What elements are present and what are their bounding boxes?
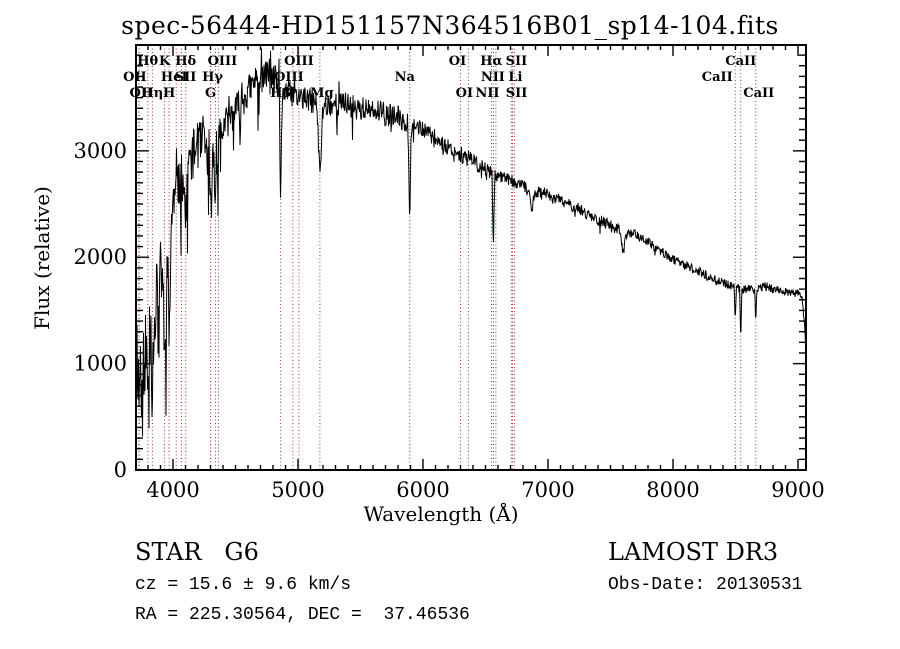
spectral-line-label: CaII [702, 70, 733, 85]
spectral-line-label: NII [475, 86, 499, 101]
plot-title: spec-56444-HD151157N364516B01_sp14-104.f… [121, 11, 779, 40]
spectral-line-label: SII [506, 86, 528, 101]
y-axis-title: Flux (relative) [30, 186, 54, 330]
x-tick-label: 6000 [396, 478, 449, 502]
spectral-line-label: OIII [274, 70, 304, 85]
ra-dec-text: RA = 225.30564, DEC = 37.46536 [135, 605, 470, 625]
y-tick-labels: 0 1000 2000 3000 [74, 139, 127, 482]
y-tick-label: 3000 [74, 139, 127, 163]
y-tick-label: 0 [114, 458, 127, 482]
spectral-line-label: SII [175, 70, 197, 85]
spectral-line-label: HeI [161, 70, 188, 85]
spectral-line-label: CaII [743, 86, 774, 101]
x-tick-label: 5000 [271, 478, 324, 502]
x-tick-label: 9000 [771, 478, 824, 502]
spectrum-trace [135, 48, 807, 437]
spectral-line-label: OIII [208, 54, 238, 69]
spectral-line-label: H [163, 86, 175, 101]
y-tick-label: 1000 [74, 352, 127, 376]
spectral-line-label: G [205, 86, 216, 101]
spectral-line-label: OI [449, 54, 466, 69]
spectral-line-label: K [159, 54, 171, 69]
spectral-line-label: Hθ [137, 54, 158, 69]
survey-release-text: LAMOST DR3 [608, 538, 779, 566]
axis-ticks [136, 45, 806, 471]
spectral-line-label: OI [456, 86, 473, 101]
spectral-line-label: Hδ [175, 54, 196, 69]
x-axis-title: Wavelength (Å) [363, 502, 519, 526]
obs-date-text: Obs-Date: 20130531 [608, 575, 803, 595]
x-tick-labels: 4000 5000 6000 7000 8000 9000 [146, 478, 824, 502]
spectral-line-label: Hα [480, 54, 502, 69]
x-tick-label: 8000 [646, 478, 699, 502]
spectral-line-label: Li [508, 70, 522, 85]
spectral-line-label: OII [123, 70, 147, 85]
spectral-line-markers [138, 45, 757, 470]
spectral-line-label: Hη [142, 86, 164, 101]
star-class-text: STAR G6 [135, 538, 259, 566]
x-tick-label: 4000 [146, 478, 199, 502]
spectral-line-label: NII [481, 70, 505, 85]
cz-velocity-text: cz = 15.6 ± 9.6 km/s [135, 575, 352, 595]
spectral-line-label: CaII [725, 54, 756, 69]
x-tick-label: 7000 [521, 478, 574, 502]
y-tick-label: 2000 [74, 245, 127, 269]
spectral-line-label: SII [506, 54, 528, 69]
spectral-line-label: Hγ [202, 70, 223, 85]
spectral-line-label: Na [395, 70, 416, 85]
spectral-line-label: OIII [284, 54, 314, 69]
